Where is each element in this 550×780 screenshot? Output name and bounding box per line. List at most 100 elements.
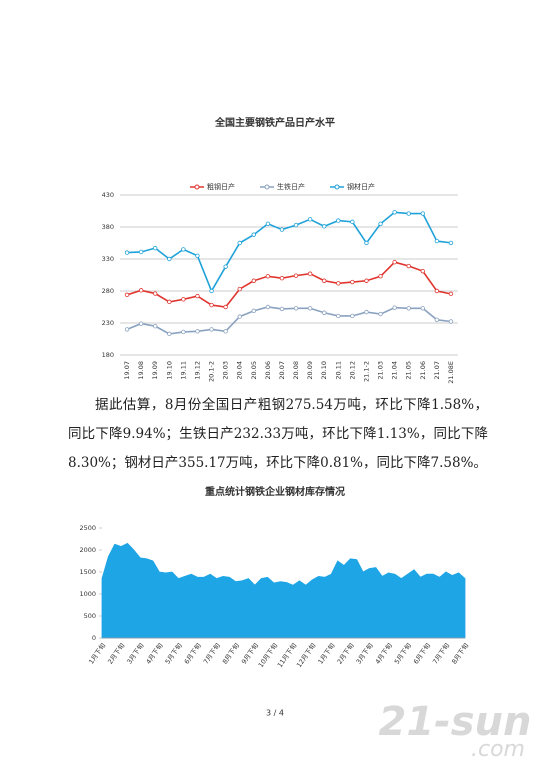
point (406, 263, 411, 269)
x-tick-label: 20.1-2 (208, 361, 216, 382)
paragraph: 据此估算，8月份全国日产粗钢275.54万吨，环比下降1.58%，同比下降9.9… (68, 397, 488, 471)
point (237, 240, 242, 246)
x-tick-label: 21.06 (419, 361, 427, 380)
point (322, 310, 327, 315)
y-tick-label: 430 (102, 191, 114, 199)
point (167, 331, 172, 337)
y-tick-label: 500 (84, 612, 96, 620)
x-tick-label: 19.09 (151, 361, 159, 380)
x-tick-label: 7月下旬 (201, 641, 222, 666)
x-tick-label: 21.05 (405, 361, 413, 380)
point (307, 271, 313, 276)
y-tick-label: 1500 (79, 568, 96, 576)
point (251, 232, 256, 237)
x-tick-label: 1月下旬 (86, 641, 107, 666)
y-tick-label: 380 (102, 223, 114, 231)
point (209, 327, 214, 332)
point (265, 221, 271, 226)
point (223, 264, 228, 269)
series-line (126, 261, 452, 308)
x-tick-label: 8月下旬 (449, 641, 470, 666)
point (195, 293, 200, 299)
point (167, 256, 172, 262)
point (138, 249, 144, 255)
point (420, 211, 425, 216)
point (153, 324, 158, 329)
x-tick-label: 21.1-2 (362, 361, 370, 382)
point (364, 309, 369, 315)
watermark: 21-sun (378, 699, 531, 745)
legend-marker (264, 184, 270, 190)
point (251, 278, 256, 283)
x-tick-label: 20.04 (236, 361, 244, 380)
y-tick-label: 2500 (79, 524, 96, 532)
point (434, 317, 440, 322)
point (181, 297, 186, 302)
point (434, 238, 440, 244)
point (378, 274, 383, 279)
point (279, 227, 285, 232)
legend-marker (334, 184, 340, 190)
chart-title: 全国主要钢铁产品日产水平 (214, 116, 335, 129)
chart-title: 重点统计钢铁企业钢材库存情况 (205, 485, 345, 498)
point (322, 278, 327, 283)
legend-marker (194, 184, 200, 190)
point (434, 288, 440, 294)
point (209, 288, 214, 294)
x-tick-label: 21.08E (447, 361, 455, 384)
point (181, 247, 186, 252)
point (237, 286, 242, 292)
point (336, 313, 341, 319)
x-tick-label: 8月下旬 (220, 641, 241, 666)
point (307, 217, 313, 222)
legend-label: 生铁日产 (277, 182, 305, 191)
point (124, 292, 130, 298)
point (364, 240, 369, 246)
x-tick-label: 5月下旬 (163, 641, 184, 666)
x-tick-label: 20.05 (250, 361, 258, 380)
point (237, 314, 242, 319)
x-tick-label: 5月下旬 (392, 641, 413, 666)
point (195, 253, 200, 258)
point (420, 268, 425, 274)
series-line (126, 306, 452, 335)
y-tick-label: 330 (102, 255, 114, 263)
point (279, 306, 285, 312)
point (448, 291, 454, 297)
point (392, 305, 397, 310)
watermark-suffix: .com (471, 737, 525, 762)
point (293, 273, 299, 278)
x-tick-label: 6月下旬 (411, 641, 432, 666)
legend-label: 粗钢日产 (207, 182, 235, 191)
y-tick-label: 280 (102, 287, 114, 295)
x-tick-label: 9月下旬 (239, 641, 260, 666)
point (378, 311, 383, 317)
x-tick-label: 4月下旬 (373, 641, 394, 666)
point (251, 308, 256, 314)
x-tick-label: 20.07 (278, 361, 286, 380)
x-tick-label: 2月下旬 (335, 641, 356, 666)
point (406, 306, 411, 311)
x-tick-label: 1月下旬 (316, 641, 337, 666)
point (378, 221, 383, 226)
point (138, 321, 144, 326)
x-tick-label: 19.07 (123, 361, 131, 380)
x-tick-label: 21.04 (391, 361, 399, 380)
x-tick-label: 21.07 (433, 361, 441, 380)
y-tick-label: 230 (102, 319, 114, 327)
point (364, 278, 369, 283)
point (307, 306, 313, 311)
x-tick-label: 20.08 (292, 361, 300, 380)
point (181, 329, 186, 335)
point (265, 304, 271, 310)
x-tick-label: 3月下旬 (354, 641, 375, 666)
x-tick-label: 20.06 (264, 361, 272, 380)
point (392, 210, 397, 215)
x-tick-label: 20.10 (320, 361, 328, 380)
point (392, 260, 397, 265)
point (350, 219, 355, 225)
y-tick-label: 2000 (79, 546, 96, 554)
x-tick-label: 3月下旬 (125, 641, 146, 666)
